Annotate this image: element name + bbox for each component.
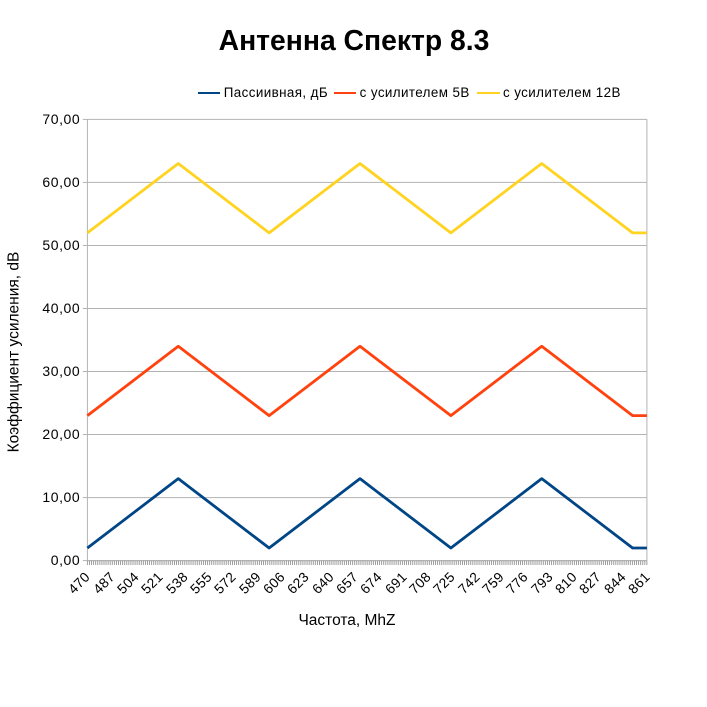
legend-label: с усилителем 5В bbox=[359, 85, 470, 100]
y-tick-label-60,00: 60,00 bbox=[42, 173, 81, 190]
y-tick-label-0,00: 0,00 bbox=[50, 552, 81, 569]
y-tick-label-10,00: 10,00 bbox=[42, 489, 81, 506]
series-line-1 bbox=[86, 477, 647, 550]
y-axis-title: Коэффициент усиления, dB bbox=[5, 251, 23, 453]
y-tick-label-20,00: 20,00 bbox=[42, 426, 81, 443]
legend-label: с усилителем 12В bbox=[502, 85, 621, 100]
legend-item-3: с усилителем 12В bbox=[477, 86, 621, 100]
y-tick-label-70,00: 70,00 bbox=[42, 110, 81, 127]
legend-line-icon bbox=[197, 91, 221, 95]
legend-line-icon bbox=[333, 91, 357, 95]
legend-item-1: Пассиивная, дБ bbox=[197, 85, 329, 100]
legend-line-icon bbox=[477, 91, 500, 95]
series-line-2 bbox=[86, 344, 647, 418]
y-tick-label-30,00: 30,00 bbox=[42, 363, 81, 379]
series-line-3 bbox=[86, 162, 647, 235]
chart-title: Антенна Спектр 8.3 bbox=[218, 24, 490, 56]
x-axis-title: Частота, MhZ bbox=[298, 612, 396, 629]
y-tick-label-50,00: 50,00 bbox=[42, 236, 81, 253]
legend: Пассиивная, дБ с усилителем 5В с усилителе… bbox=[0, 86, 707, 102]
y-tick-label-40,00: 40,00 bbox=[42, 299, 81, 316]
x-axis-minor-ticks bbox=[86, 560, 648, 565]
legend-label: Пассиивная, дБ bbox=[223, 85, 329, 100]
legend-item-2: с усилителем 5В bbox=[333, 85, 470, 100]
